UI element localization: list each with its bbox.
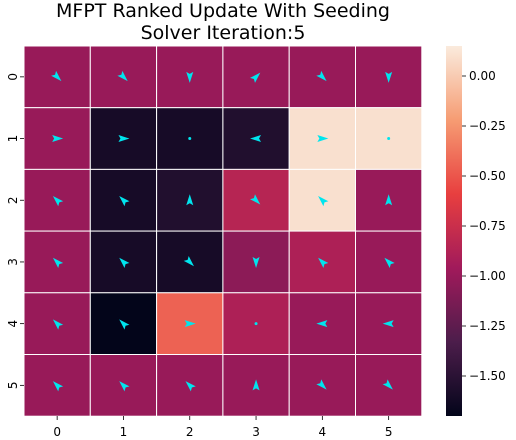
colorbar-ticks: 0.00 −0.25 −0.50 −0.75 −1.00 −1.25 −1.50 bbox=[462, 69, 506, 383]
policy-arrow bbox=[250, 194, 261, 205]
y-tick-label: 3 bbox=[6, 258, 20, 266]
colorbar-tick-label: −0.75 bbox=[469, 219, 506, 233]
heatmap-cell bbox=[89, 168, 158, 232]
policy-arrow bbox=[387, 137, 391, 141]
x-tick-label: 0 bbox=[53, 425, 61, 439]
policy-arrow bbox=[183, 255, 194, 267]
x-axis-ticks: 0 1 2 3 4 5 bbox=[53, 416, 392, 439]
policy-arrow bbox=[188, 137, 192, 141]
policy-arrow bbox=[385, 194, 393, 206]
colorbar bbox=[446, 46, 462, 416]
policy-arrow bbox=[252, 379, 260, 391]
heatmap-cells bbox=[23, 45, 423, 417]
policy-arrow bbox=[184, 320, 196, 328]
policy-arrow bbox=[119, 381, 130, 392]
policy-arrow bbox=[382, 379, 393, 390]
colorbar-tick-label: 0.00 bbox=[469, 69, 496, 83]
policy-arrow bbox=[119, 196, 130, 207]
colorbar-tick-label: −1.25 bbox=[469, 319, 506, 333]
colorbar-tick-label: −0.25 bbox=[469, 119, 506, 133]
x-tick-label: 1 bbox=[120, 425, 128, 439]
x-tick-label: 3 bbox=[252, 425, 260, 439]
policy-arrow bbox=[254, 322, 258, 326]
chart-title-line-2: Solver Iteration:5 bbox=[141, 22, 306, 44]
y-tick-label: 4 bbox=[6, 320, 20, 328]
y-tick-label: 5 bbox=[6, 382, 20, 390]
policy-arrow bbox=[385, 71, 393, 83]
colorbar-tick-label: −1.00 bbox=[469, 269, 506, 283]
colorbar-tick-label: −1.50 bbox=[469, 369, 506, 383]
policy-arrow bbox=[317, 135, 329, 143]
policy-arrow bbox=[250, 135, 262, 143]
y-tick-label: 1 bbox=[6, 135, 20, 143]
policy-arrows bbox=[51, 70, 395, 392]
heatmap-cell bbox=[89, 107, 158, 170]
policy-arrow bbox=[186, 71, 194, 83]
policy-arrow bbox=[384, 257, 395, 268]
chart-title-line-1: MFPT Ranked Update With Seeding bbox=[56, 0, 390, 22]
policy-arrow bbox=[117, 70, 128, 82]
policy-arrow bbox=[52, 196, 64, 207]
policy-arrow bbox=[316, 70, 327, 82]
x-tick-label: 2 bbox=[186, 425, 194, 439]
policy-arrow bbox=[52, 319, 64, 330]
y-axis-ticks: 0 1 2 3 4 5 bbox=[6, 73, 24, 389]
x-tick-label: 4 bbox=[319, 425, 327, 439]
policy-arrow bbox=[382, 320, 394, 328]
policy-arrow bbox=[51, 70, 62, 82]
y-tick-label: 0 bbox=[6, 73, 20, 81]
x-tick-label: 5 bbox=[385, 425, 393, 439]
policy-arrow bbox=[250, 72, 261, 83]
policy-arrow bbox=[186, 194, 194, 206]
policy-arrow bbox=[52, 381, 64, 392]
y-tick-label: 2 bbox=[6, 196, 20, 204]
policy-arrow bbox=[52, 135, 64, 143]
policy-arrow bbox=[119, 257, 130, 268]
policy-arrow bbox=[318, 196, 329, 207]
policy-arrow bbox=[316, 320, 328, 328]
policy-arrow bbox=[52, 257, 64, 268]
policy-arrow bbox=[252, 256, 260, 268]
policy-arrow bbox=[118, 135, 130, 143]
policy-arrow bbox=[316, 379, 327, 390]
colorbar-tick-label: −0.50 bbox=[469, 169, 506, 183]
policy-arrow bbox=[318, 257, 329, 268]
policy-arrow bbox=[119, 319, 130, 330]
heatmap-cell bbox=[222, 230, 290, 294]
policy-arrow bbox=[185, 381, 196, 392]
